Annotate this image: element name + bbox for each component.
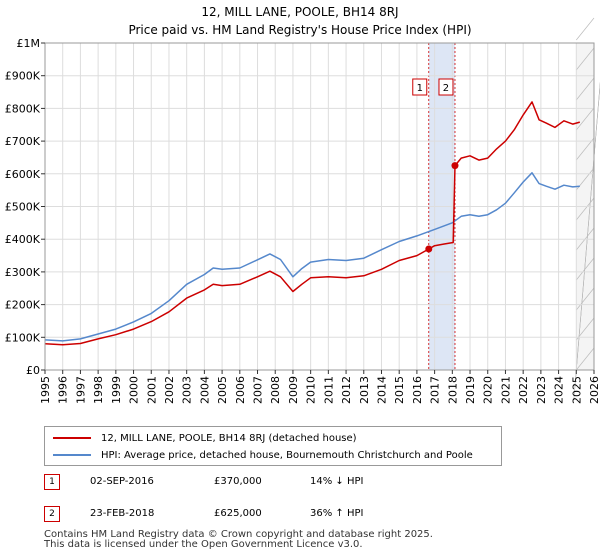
x-tick-label: 1997 bbox=[74, 376, 87, 404]
x-tick-label: 2011 bbox=[322, 376, 335, 404]
chart-title: 12, MILL LANE, POOLE, BH14 8RJ bbox=[201, 5, 398, 19]
hatch-stroke bbox=[576, 107, 595, 131]
footer: Contains HM Land Registry data © Crown c… bbox=[44, 530, 433, 550]
sale-hpi-diff: 14% ↓ HPI bbox=[310, 476, 364, 487]
y-tick-label: £700K bbox=[5, 135, 41, 148]
sale-point-marker bbox=[451, 162, 459, 170]
legend-swatch-property bbox=[53, 437, 91, 439]
x-tick-label: 2014 bbox=[375, 376, 388, 404]
x-tick-label: 2002 bbox=[163, 376, 176, 404]
x-tick-label: 2006 bbox=[234, 376, 247, 404]
y-tick-label: £300K bbox=[5, 266, 41, 279]
hatch-stroke bbox=[576, 287, 595, 311]
y-tick-label: £1M bbox=[17, 37, 41, 50]
x-tick-label: 2019 bbox=[464, 376, 477, 404]
y-tick-label: £500K bbox=[5, 201, 41, 214]
y-tick-label: £400K bbox=[5, 233, 41, 246]
x-tick-label: 1998 bbox=[92, 376, 105, 404]
x-tick-label: 2025 bbox=[570, 376, 583, 404]
hatch-stroke bbox=[576, 347, 595, 371]
hatch-stroke bbox=[576, 257, 595, 281]
x-tick-label: 2020 bbox=[482, 376, 495, 404]
hatch-stroke bbox=[576, 47, 595, 71]
x-tick-label: 2005 bbox=[216, 376, 229, 404]
x-tick-label: 2010 bbox=[305, 376, 318, 404]
x-tick-label: 2007 bbox=[252, 376, 265, 404]
x-tick-label: 2013 bbox=[358, 376, 371, 404]
hatch-stroke bbox=[576, 17, 595, 41]
legend: 12, MILL LANE, POOLE, BH14 8RJ (detached… bbox=[44, 426, 502, 466]
x-tick-label: 2018 bbox=[446, 376, 459, 404]
legend-swatch-hpi bbox=[53, 454, 91, 456]
chart-subtitle: Price paid vs. HM Land Registry's House … bbox=[128, 23, 471, 37]
sale-number-badge: 2 bbox=[44, 506, 60, 522]
hatch-stroke bbox=[576, 197, 595, 221]
hatch-stroke bbox=[576, 137, 595, 161]
legend-label-property: 12, MILL LANE, POOLE, BH14 8RJ (detached… bbox=[101, 432, 357, 444]
hatch-stroke bbox=[576, 77, 595, 101]
y-tick-label: £0 bbox=[26, 364, 40, 377]
price-chart: 12, MILL LANE, POOLE, BH14 8RJ Price pai… bbox=[5, 5, 600, 404]
sale-price: £625,000 bbox=[214, 508, 262, 519]
footer-copyright: Contains HM Land Registry data © Crown c… bbox=[44, 529, 433, 540]
x-tick-label: 2008 bbox=[269, 376, 282, 404]
sale-hpi-diff: 36% ↑ HPI bbox=[310, 508, 364, 519]
x-tick-label: 1995 bbox=[39, 376, 52, 404]
sale-date: 23-FEB-2018 bbox=[90, 508, 155, 519]
x-tick-label: 2009 bbox=[287, 376, 300, 404]
hatch-stroke bbox=[576, 317, 595, 341]
x-tick-label: 2016 bbox=[411, 376, 424, 404]
x-tick-label: 2004 bbox=[198, 376, 211, 404]
x-tick-label: 2001 bbox=[145, 376, 158, 404]
series-line-property bbox=[44, 101, 581, 346]
sale-label-box bbox=[438, 78, 454, 96]
x-tick-label: 2021 bbox=[499, 376, 512, 404]
y-tick-label: £100K bbox=[5, 331, 41, 344]
sale-date: 02-SEP-2016 bbox=[90, 476, 154, 487]
legend-label-hpi: HPI: Average price, detached house, Bour… bbox=[101, 449, 473, 461]
x-tick-label: 2012 bbox=[340, 376, 353, 404]
x-tick-label: 2023 bbox=[535, 376, 548, 404]
series-line-hpi bbox=[44, 172, 580, 342]
footer-licence: This data is licensed under the Open Gov… bbox=[44, 539, 363, 550]
x-tick-label: 2022 bbox=[517, 376, 530, 404]
sale-point-marker bbox=[425, 245, 433, 253]
sale-label-text: 2 bbox=[443, 83, 449, 94]
x-tick-label: 2000 bbox=[128, 376, 141, 404]
sale-price: £370,000 bbox=[214, 476, 262, 487]
sale-label-box bbox=[412, 78, 428, 96]
sale-number-badge: 1 bbox=[44, 474, 60, 490]
x-tick-label: 2003 bbox=[181, 376, 194, 404]
y-tick-label: £200K bbox=[5, 299, 41, 312]
y-tick-label: £900K bbox=[5, 70, 41, 83]
sale-label-text: 1 bbox=[417, 83, 423, 94]
x-tick-label: 2015 bbox=[393, 376, 406, 404]
legend-item-property: 12, MILL LANE, POOLE, BH14 8RJ (detached… bbox=[53, 431, 357, 445]
legend-item-hpi: HPI: Average price, detached house, Bour… bbox=[53, 448, 473, 462]
y-tick-label: £600K bbox=[5, 168, 41, 181]
x-tick-label: 2026 bbox=[588, 376, 600, 404]
x-tick-label: 1999 bbox=[110, 376, 123, 404]
x-tick-label: 2017 bbox=[429, 376, 442, 404]
x-tick-label: 2024 bbox=[553, 376, 566, 404]
x-tick-label: 1996 bbox=[57, 376, 70, 404]
y-tick-label: £800K bbox=[5, 102, 41, 115]
